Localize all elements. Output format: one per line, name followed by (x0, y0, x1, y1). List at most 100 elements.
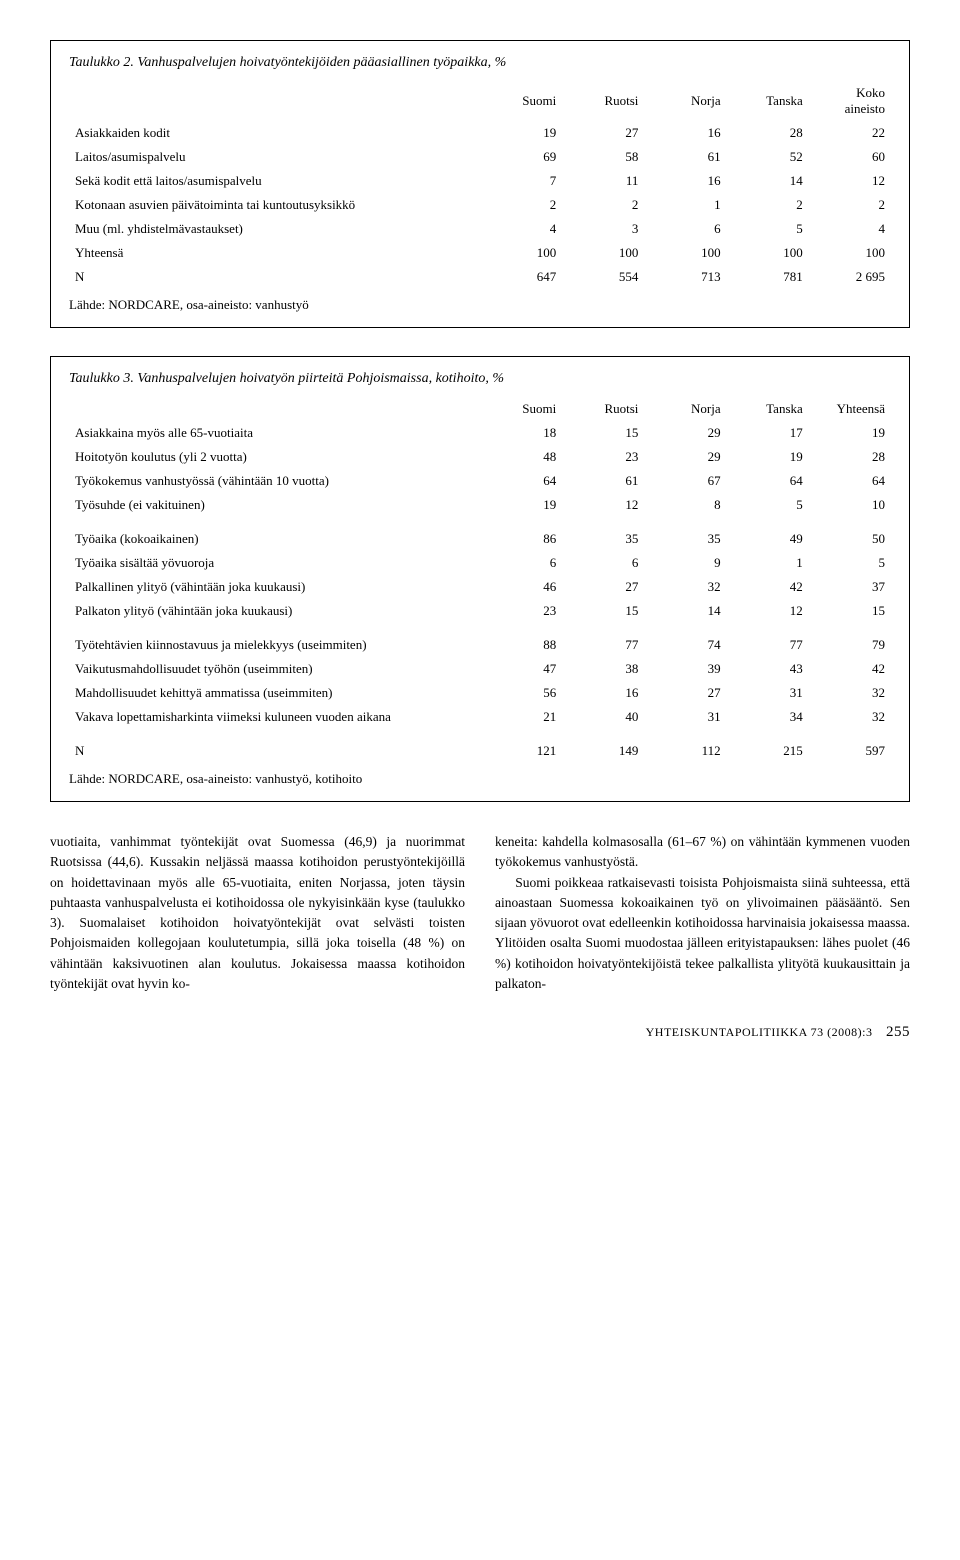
row-label: Vakava lopettamisharkinta viimeksi kulun… (69, 705, 480, 729)
row-label: Mahdollisuudet kehittyä ammatissa (useim… (69, 681, 480, 705)
row-value: 5 (727, 493, 809, 517)
row-value: 28 (809, 445, 891, 469)
row-value: 19 (480, 493, 562, 517)
row-value: 29 (644, 421, 726, 445)
table-row: Työsuhde (ei vakituinen)19128510 (69, 493, 891, 517)
row-value: 49 (727, 517, 809, 551)
row-value: 64 (480, 469, 562, 493)
table-row: Työaika sisältää yövuoroja66915 (69, 551, 891, 575)
row-value: 100 (809, 241, 891, 265)
row-value: 597 (809, 729, 891, 763)
row-label: Työaika sisältää yövuoroja (69, 551, 480, 575)
row-value: 37 (809, 575, 891, 599)
table-row: Vakava lopettamisharkinta viimeksi kulun… (69, 705, 891, 729)
table-3-box: Taulukko 3. Vanhuspalvelujen hoivatyön p… (50, 356, 910, 802)
row-value: 647 (480, 265, 562, 289)
paragraph: Suomi poikkeaa ratkaisevasti toisista Po… (495, 873, 910, 995)
row-value: 19 (480, 121, 562, 145)
page-number: 255 (886, 1024, 910, 1040)
col-yht: Yhteensä (809, 397, 891, 421)
row-label: Työaika (kokoaikainen) (69, 517, 480, 551)
row-value: 42 (809, 657, 891, 681)
row-value: 5 (809, 551, 891, 575)
row-value: 31 (727, 681, 809, 705)
table-3-source: Lähde: NORDCARE, osa-aineisto: vanhustyö… (69, 771, 891, 787)
row-value: 6 (562, 551, 644, 575)
row-value: 64 (727, 469, 809, 493)
table-row: N121149112215597 (69, 729, 891, 763)
table-row: Työtehtävien kiinnostavuus ja mielekkyys… (69, 623, 891, 657)
row-value: 40 (562, 705, 644, 729)
row-value: 781 (727, 265, 809, 289)
row-value: 28 (727, 121, 809, 145)
row-value: 2 (809, 193, 891, 217)
table-row: Asiakkaiden kodit1927162822 (69, 121, 891, 145)
row-value: 8 (644, 493, 726, 517)
table-2-title: Taulukko 2. Vanhuspalvelujen hoivatyönte… (69, 55, 891, 71)
row-value: 100 (644, 241, 726, 265)
row-value: 46 (480, 575, 562, 599)
row-label: Yhteensä (69, 241, 480, 265)
row-label: Työsuhde (ei vakituinen) (69, 493, 480, 517)
row-value: 3 (562, 217, 644, 241)
row-label: Laitos/asumispalvelu (69, 145, 480, 169)
row-value: 56 (480, 681, 562, 705)
row-value: 67 (644, 469, 726, 493)
row-value: 2 (480, 193, 562, 217)
table-2: Suomi Ruotsi Norja Tanska Koko aineisto … (69, 81, 891, 289)
row-value: 1 (727, 551, 809, 575)
row-value: 79 (809, 623, 891, 657)
row-value: 112 (644, 729, 726, 763)
table-3-title: Taulukko 3. Vanhuspalvelujen hoivatyön p… (69, 371, 891, 387)
row-value: 32 (809, 705, 891, 729)
table-row: Mahdollisuudet kehittyä ammatissa (useim… (69, 681, 891, 705)
row-value: 6 (480, 551, 562, 575)
table-row: Kotonaan asuvien päivätoiminta tai kunto… (69, 193, 891, 217)
row-label: Muu (ml. yhdistelmävastaukset) (69, 217, 480, 241)
row-value: 14 (727, 169, 809, 193)
row-value: 121 (480, 729, 562, 763)
row-value: 74 (644, 623, 726, 657)
col-blank (69, 397, 480, 421)
row-value: 100 (727, 241, 809, 265)
table-row: Hoitotyön koulutus (yli 2 vuotta)4823291… (69, 445, 891, 469)
row-value: 23 (562, 445, 644, 469)
row-value: 15 (562, 599, 644, 623)
row-value: 19 (727, 445, 809, 469)
row-label: Työkokemus vanhustyössä (vähintään 10 vu… (69, 469, 480, 493)
row-label: Vaikutusmahdollisuudet työhön (useimmite… (69, 657, 480, 681)
col-ruotsi: Ruotsi (562, 81, 644, 121)
row-label: Kotonaan asuvien päivätoiminta tai kunto… (69, 193, 480, 217)
row-value: 61 (644, 145, 726, 169)
row-label: Sekä kodit että laitos/asumispalvelu (69, 169, 480, 193)
row-value: 39 (644, 657, 726, 681)
row-value: 77 (562, 623, 644, 657)
journal-ref: YHTEISKUNTAPOLITIIKKA 73 (2008):3 (646, 1025, 873, 1039)
col-koko: Koko aineisto (809, 81, 891, 121)
table-row: Palkallinen ylityö (vähintään joka kuuka… (69, 575, 891, 599)
body-right: keneita: kahdella kolmasosalla (61–67 %)… (495, 832, 910, 994)
table-row: Vaikutusmahdollisuudet työhön (useimmite… (69, 657, 891, 681)
table-row: Työaika (kokoaikainen)8635354950 (69, 517, 891, 551)
table-row: Muu (ml. yhdistelmävastaukset)43654 (69, 217, 891, 241)
row-value: 69 (480, 145, 562, 169)
paragraph: keneita: kahdella kolmasosalla (61–67 %)… (495, 832, 910, 873)
row-value: 1 (644, 193, 726, 217)
row-value: 88 (480, 623, 562, 657)
table-2-source: Lähde: NORDCARE, osa-aineisto: vanhustyö (69, 297, 891, 313)
row-value: 15 (809, 599, 891, 623)
table-row: Laitos/asumispalvelu6958615260 (69, 145, 891, 169)
row-value: 34 (727, 705, 809, 729)
row-label: Asiakkaiden kodit (69, 121, 480, 145)
row-value: 22 (809, 121, 891, 145)
row-value: 38 (562, 657, 644, 681)
row-value: 31 (644, 705, 726, 729)
row-value: 43 (727, 657, 809, 681)
body-left: vuotiaita, vanhimmat työntekijät ovat Su… (50, 832, 465, 994)
col-suomi: Suomi (480, 397, 562, 421)
row-value: 50 (809, 517, 891, 551)
col-norja: Norja (644, 397, 726, 421)
row-value: 60 (809, 145, 891, 169)
row-value: 29 (644, 445, 726, 469)
row-value: 61 (562, 469, 644, 493)
